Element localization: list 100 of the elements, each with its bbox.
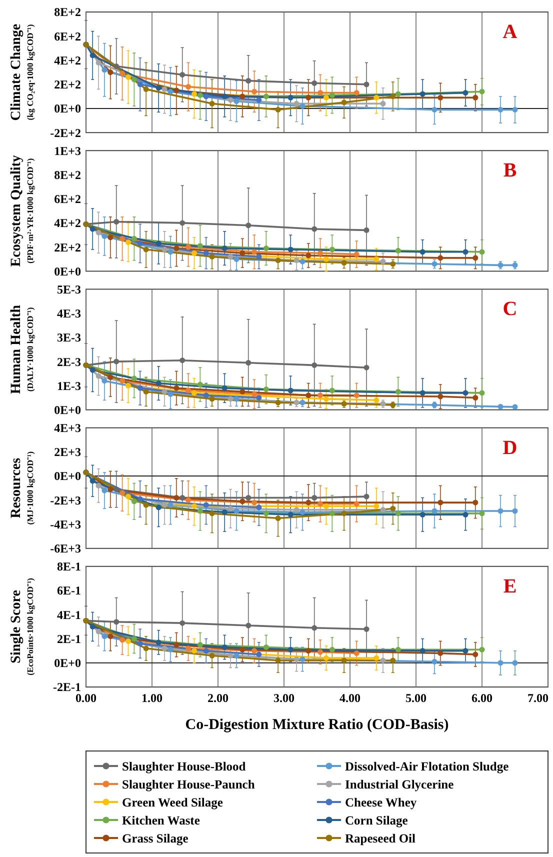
- point: [156, 85, 162, 91]
- y-tick-label: 0E+0: [54, 102, 81, 116]
- y-tick-label: 0E+0: [54, 469, 81, 484]
- point: [228, 652, 234, 658]
- point: [432, 658, 438, 664]
- y-tick-label: 6E-1: [57, 584, 81, 598]
- point: [323, 94, 330, 100]
- point: [143, 646, 149, 652]
- point: [306, 252, 312, 258]
- point: [252, 500, 258, 506]
- y-tick-label: 4E+2: [54, 216, 81, 230]
- point: [108, 234, 114, 240]
- legend-label: Industrial Glycerine: [345, 777, 454, 792]
- point: [114, 218, 120, 225]
- point: [234, 508, 240, 514]
- y-tick-label: 4E-1: [57, 608, 81, 622]
- point: [209, 396, 215, 402]
- point: [438, 255, 444, 261]
- point: [472, 394, 478, 400]
- point: [191, 648, 198, 654]
- point: [246, 494, 252, 501]
- point: [374, 655, 380, 661]
- point: [512, 106, 518, 112]
- point: [186, 646, 192, 652]
- point: [174, 385, 180, 391]
- point: [329, 92, 335, 98]
- point: [131, 636, 137, 642]
- point: [252, 249, 258, 255]
- point: [462, 648, 468, 654]
- annotation: E: [503, 575, 517, 598]
- point: [380, 258, 386, 264]
- point: [256, 652, 262, 658]
- point: [312, 494, 318, 501]
- y-tick-label: -4E+3: [50, 517, 81, 532]
- point: [246, 222, 252, 228]
- point: [186, 388, 192, 394]
- point: [125, 74, 132, 80]
- point: [168, 249, 174, 255]
- point: [137, 240, 143, 246]
- point: [180, 494, 186, 501]
- point: [300, 103, 306, 109]
- point: [390, 94, 396, 100]
- point: [275, 106, 281, 112]
- point: [432, 508, 438, 514]
- point: [312, 226, 318, 232]
- point: [131, 376, 137, 382]
- point: [364, 82, 370, 88]
- point: [341, 260, 347, 266]
- point: [174, 642, 180, 648]
- point: [197, 642, 203, 648]
- point: [275, 658, 281, 664]
- point: [102, 67, 108, 73]
- y-tick-label: 3E-3: [57, 330, 81, 345]
- point: [162, 388, 168, 394]
- point: [275, 258, 281, 264]
- point: [380, 507, 386, 513]
- point: [380, 658, 386, 664]
- y-tick-label: 0E+0: [54, 403, 81, 417]
- point: [191, 250, 198, 256]
- point: [96, 230, 102, 236]
- point: [288, 646, 294, 652]
- point: [125, 382, 132, 388]
- point: [186, 497, 192, 503]
- point: [90, 624, 96, 630]
- legend-label: Dissolved-Air Flotation Sludge: [345, 759, 510, 774]
- point: [256, 394, 262, 400]
- point: [420, 91, 426, 97]
- point: [318, 250, 324, 256]
- point: [143, 246, 149, 252]
- point: [252, 88, 258, 94]
- point: [306, 500, 312, 506]
- x-tick-label: 2.00: [208, 691, 228, 705]
- point: [354, 90, 360, 96]
- point: [263, 94, 269, 100]
- point: [341, 100, 347, 106]
- point: [108, 486, 114, 492]
- y-tick-label: 1E-3: [57, 378, 81, 393]
- point: [240, 646, 246, 652]
- point: [168, 391, 174, 397]
- point: [240, 498, 246, 504]
- point: [125, 494, 132, 500]
- point: [300, 509, 306, 515]
- point: [252, 391, 258, 397]
- point: [318, 392, 324, 398]
- y-tick-label: 4E-3: [57, 306, 81, 321]
- point: [380, 100, 386, 106]
- point: [191, 390, 198, 396]
- point: [256, 504, 262, 510]
- point: [364, 494, 370, 500]
- point: [374, 94, 380, 100]
- point: [131, 76, 137, 82]
- point: [240, 388, 246, 394]
- point: [263, 510, 269, 516]
- point: [90, 52, 96, 58]
- point: [395, 510, 401, 516]
- point: [120, 70, 126, 76]
- point: [288, 512, 294, 518]
- y-tick-label: 2E-1: [57, 632, 81, 646]
- point: [180, 358, 186, 364]
- y-axis-title: Ecosystem Quality (PDF·m²·YR·1000 kgCOD⁻¹): [9, 155, 35, 267]
